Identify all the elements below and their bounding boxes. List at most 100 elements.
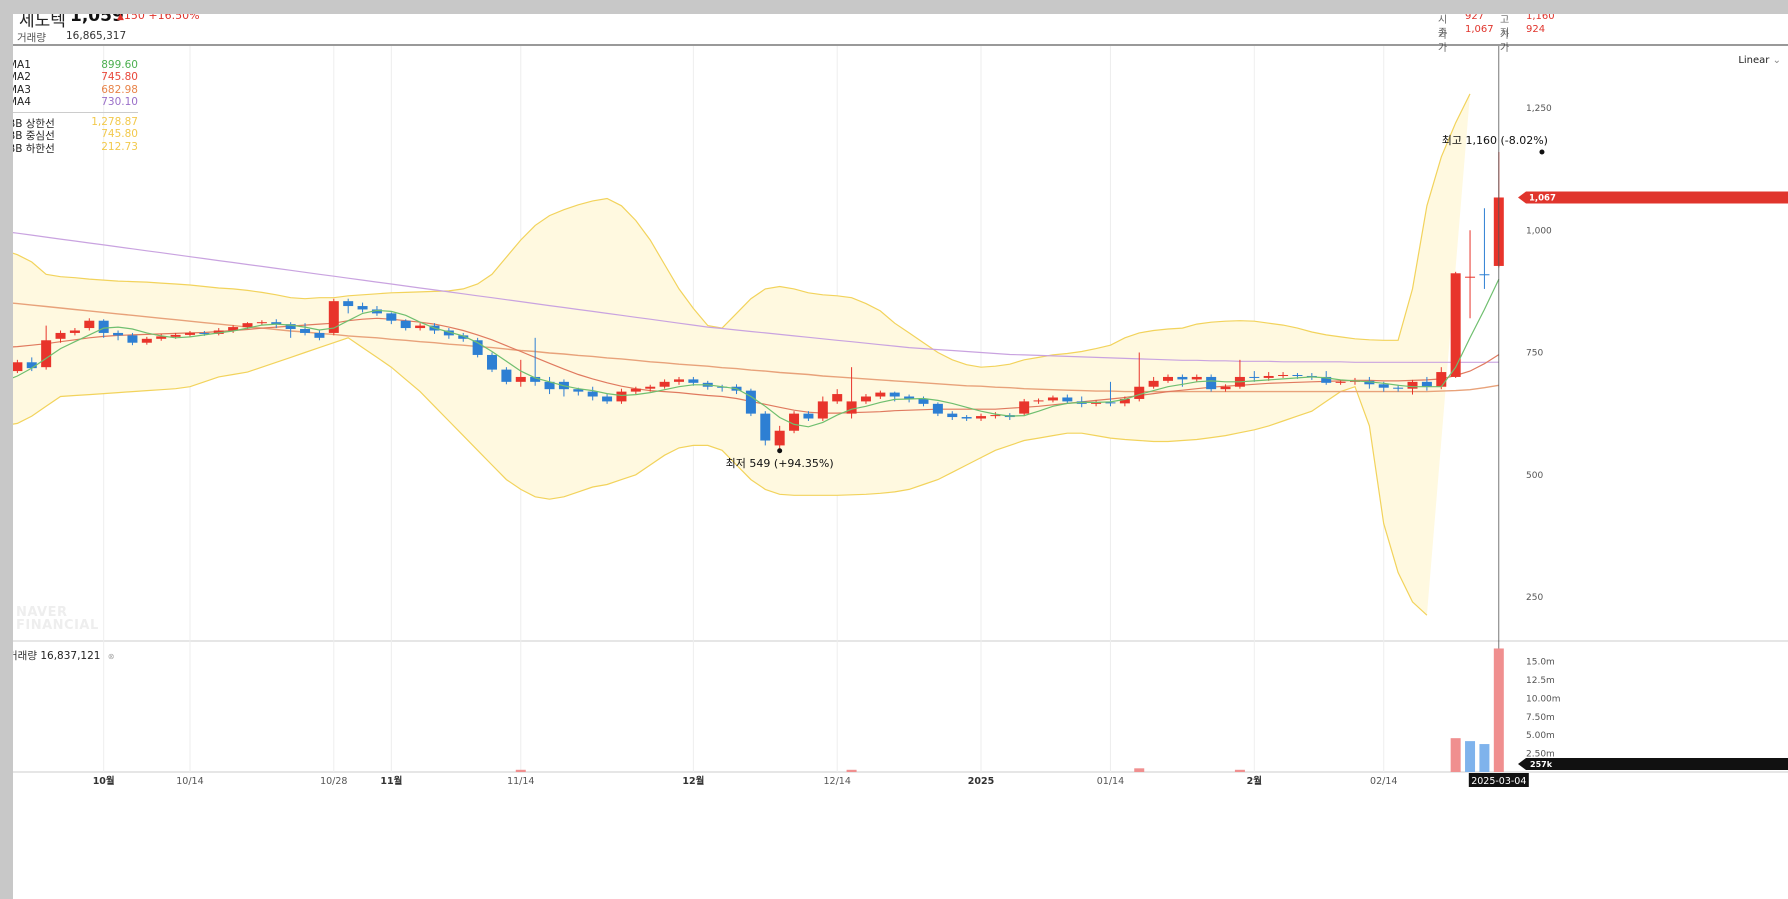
candle-body[interactable] [1148, 380, 1159, 387]
candle-body[interactable] [875, 392, 886, 397]
candle-body[interactable] [55, 332, 66, 339]
volume-tick-label: 12.5m [1526, 676, 1555, 686]
candle-body[interactable] [314, 332, 325, 338]
candle-body[interactable] [400, 320, 411, 329]
candle-body[interactable] [673, 379, 684, 382]
candle-body[interactable] [1465, 276, 1476, 278]
candle-body[interactable] [860, 396, 871, 402]
candle-body[interactable] [904, 396, 915, 399]
candle-body[interactable] [947, 413, 958, 418]
candle-body[interactable] [41, 340, 52, 368]
candle-body[interactable] [343, 301, 354, 307]
candle-body[interactable] [13, 362, 23, 372]
candle-body[interactable] [1407, 381, 1418, 389]
candle-body[interactable] [1263, 375, 1274, 378]
candle-body[interactable] [587, 391, 598, 397]
candle-body[interactable] [1393, 387, 1404, 389]
legend-item: BB 상한선 1,278.87 [13, 116, 138, 130]
candle-body[interactable] [170, 334, 181, 337]
candle-body[interactable] [1378, 384, 1389, 388]
scale-toggle-button[interactable]: Linear ⌄ [1738, 55, 1781, 66]
candle-body[interactable] [976, 416, 987, 419]
chart-canvas[interactable]: 최고 1,160 (-8.02%) 최저 549 (+94.35%) 250 500 7… [13, 14, 1788, 899]
candle-body[interactable] [242, 323, 253, 328]
candle-body[interactable] [688, 379, 699, 383]
candle-body[interactable] [573, 389, 584, 392]
candle-body[interactable] [889, 392, 900, 397]
candle-body[interactable] [1047, 397, 1058, 401]
candle-body[interactable] [616, 391, 627, 402]
candle-body[interactable] [1119, 398, 1130, 404]
candle-body[interactable] [271, 322, 282, 325]
candle-body[interactable] [357, 306, 368, 310]
candle-body[interactable] [1206, 376, 1217, 390]
candle-body[interactable] [961, 417, 972, 419]
candle-body[interactable] [645, 386, 656, 389]
candle-body[interactable] [760, 413, 771, 441]
candle-body[interactable] [328, 301, 339, 333]
candle-body[interactable] [69, 330, 80, 333]
candle-body[interactable] [774, 430, 785, 446]
candle-body[interactable] [544, 381, 555, 390]
stock-chart[interactable]: 세노텍 1,059 ▲150 +16.50% 거래량 16,865,317 시가… [13, 14, 1788, 899]
candle-body[interactable] [1062, 397, 1073, 402]
candle-body[interactable] [1292, 374, 1303, 376]
candle-body[interactable] [1335, 381, 1346, 383]
candle-body[interactable] [789, 413, 800, 431]
candle-body[interactable] [285, 324, 296, 330]
candle-body[interactable] [472, 340, 483, 355]
candle-body[interactable] [98, 320, 109, 333]
candle-body[interactable] [443, 330, 454, 336]
candle-body[interactable] [1278, 374, 1289, 376]
candle-body[interactable] [501, 369, 512, 382]
candle-body[interactable] [1191, 376, 1202, 380]
candle-body[interactable] [184, 332, 195, 335]
x-tick-label: 11월 [380, 775, 402, 787]
candle-body[interactable] [127, 335, 138, 343]
candle-body[interactable] [26, 362, 37, 369]
candle-body[interactable] [386, 313, 397, 321]
candle-body[interactable] [1321, 376, 1332, 383]
candle-body[interactable] [300, 329, 311, 333]
candle-body[interactable] [1249, 376, 1260, 378]
candle-body[interactable] [1105, 402, 1116, 404]
candle-body[interactable] [1177, 376, 1188, 380]
candle-body[interactable] [113, 332, 124, 336]
candle-body[interactable] [213, 330, 224, 334]
candle-body[interactable] [256, 322, 267, 324]
candle-body[interactable] [515, 376, 526, 382]
close-icon[interactable]: ⊗ [107, 652, 115, 661]
candle-body[interactable] [1019, 401, 1030, 414]
candle-body[interactable] [602, 396, 613, 402]
candle-body[interactable] [141, 338, 152, 343]
candle-body[interactable] [659, 381, 670, 387]
candle-body[interactable] [530, 376, 541, 382]
candle-body[interactable] [1033, 400, 1044, 402]
candle-body[interactable] [932, 403, 943, 414]
candle-body[interactable] [228, 327, 239, 331]
candle-body[interactable] [156, 336, 167, 339]
candle-body[interactable] [918, 398, 929, 404]
candle-body[interactable] [817, 401, 828, 419]
candle-body[interactable] [803, 413, 814, 419]
candle-body[interactable] [745, 390, 756, 414]
candle-body[interactable] [487, 354, 498, 370]
candle-body[interactable] [199, 332, 210, 334]
candle-body[interactable] [832, 394, 843, 402]
candle-body[interactable] [371, 309, 382, 314]
candle-body[interactable] [1163, 376, 1174, 381]
candle-body[interactable] [415, 325, 426, 329]
candle-body[interactable] [630, 388, 641, 392]
candle-body[interactable] [1091, 402, 1102, 404]
candle-body[interactable] [1479, 274, 1490, 276]
candle-body[interactable] [1134, 386, 1145, 399]
candle-body[interactable] [846, 401, 857, 414]
candle-body[interactable] [1421, 381, 1432, 387]
candle-body[interactable] [1364, 380, 1375, 385]
candle-body[interactable] [1220, 386, 1231, 390]
candle-body[interactable] [1436, 372, 1447, 387]
candle-body[interactable] [458, 335, 469, 339]
candle-body[interactable] [990, 415, 1001, 417]
candle-body[interactable] [84, 320, 95, 329]
candle-body[interactable] [1450, 273, 1461, 377]
